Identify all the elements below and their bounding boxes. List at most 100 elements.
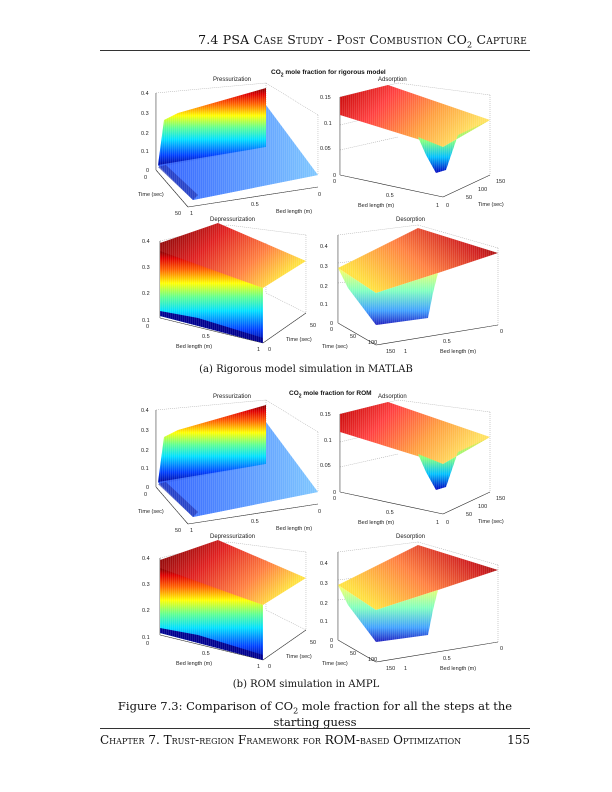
caption-prefix: Figure 7.3: Comparison of CO xyxy=(117,699,294,713)
b-tick: 0 xyxy=(318,509,321,515)
t-tick: 0 xyxy=(144,492,147,498)
z-tick: 0.1 xyxy=(324,121,332,127)
z-tick: 0.4 xyxy=(320,561,328,567)
page-number: 155 xyxy=(507,733,530,747)
b-tick: 0.5 xyxy=(202,334,210,340)
b-axis-label: Bed length (m) xyxy=(276,209,312,215)
t-tick: 50 xyxy=(466,195,472,201)
plot-title: Desorption xyxy=(396,534,425,540)
z-tick: 0.1 xyxy=(320,302,328,308)
z-tick: 0.3 xyxy=(320,581,328,587)
plot-a-adsorption: Adsorption 0.15 0.1 0.05 0 0 0.5 1 Bed l… xyxy=(318,75,508,215)
t-axis-label: Time (sec) xyxy=(286,337,312,343)
z-tick: 0.4 xyxy=(141,91,149,97)
b-tick: 1 xyxy=(190,528,193,534)
b-tick: 0 xyxy=(318,192,321,198)
head-part: - xyxy=(323,32,337,47)
b-tick: 0.5 xyxy=(386,510,394,516)
section-number: 7.4 xyxy=(198,32,219,47)
b-tick: 0 xyxy=(146,641,149,647)
z-tick: 0.1 xyxy=(142,635,150,641)
t-tick: 50 xyxy=(175,528,181,534)
plot-title: Depressurization xyxy=(210,534,255,540)
plot-title: Pressurization xyxy=(213,77,251,83)
suptitle-sub: 2 xyxy=(298,393,302,400)
z-tick: 0 xyxy=(333,490,336,496)
t-tick: 150 xyxy=(386,666,395,672)
plot-b-depressurization: Depressurization 0.4 0.3 0.2 0.1 0 0.5 1… xyxy=(138,530,323,675)
b-axis-label: Bed length (m) xyxy=(440,349,476,355)
t-tick: 100 xyxy=(368,340,377,346)
suptitle-suffix: mole fraction for rigorous model xyxy=(283,69,386,76)
b-tick: 0 xyxy=(333,496,336,502)
plot-b-adsorption: Adsorption 0.15 0.1 0.05 0 0 0.5 1 Bed l… xyxy=(318,392,508,532)
t-tick: 0 xyxy=(446,203,449,209)
z-tick: 0.3 xyxy=(141,428,149,434)
b-tick: 1 xyxy=(190,211,193,217)
t-tick: 50 xyxy=(310,323,316,329)
t-axis-label: Time (sec) xyxy=(138,192,164,198)
head-part: Capture xyxy=(476,32,527,47)
z-tick: 0 xyxy=(330,321,333,327)
subfigure-b-suptitle: CO2 mole fraction for ROM xyxy=(289,390,372,399)
b-tick: 0.5 xyxy=(443,656,451,662)
plot-b-desorption: Desorption 0.4 0.3 0.2 0.1 0 0 50 100 15… xyxy=(318,530,508,675)
z-tick: 0.3 xyxy=(142,582,150,588)
b-tick: 0 xyxy=(500,329,503,335)
caption-suffix: mole fraction for all the steps at the s… xyxy=(273,699,513,730)
z-tick: 0.3 xyxy=(320,264,328,270)
b-axis-label: Bed length (m) xyxy=(176,661,212,667)
plot-title: Adsorption xyxy=(378,394,407,400)
b-tick: 0.5 xyxy=(251,519,259,525)
suptitle-sub: 2 xyxy=(280,72,284,79)
t-tick: 150 xyxy=(386,349,395,355)
b-tick: 1 xyxy=(436,203,439,209)
z-tick: 0 xyxy=(333,173,336,179)
t-tick: 0 xyxy=(268,664,271,670)
running-foot: Chapter 7. Trust-region Framework for RO… xyxy=(100,733,530,747)
b-tick: 0.5 xyxy=(443,339,451,345)
t-tick: 100 xyxy=(478,504,487,510)
z-tick: 0.3 xyxy=(141,111,149,117)
b-axis-label: Bed length (m) xyxy=(358,520,394,526)
t-tick: 100 xyxy=(478,187,487,193)
t-axis-label: Time (sec) xyxy=(138,509,164,515)
running-head: 7.4 PSA Case Study - Post Combustion CO2… xyxy=(100,32,527,50)
b-tick: 0.5 xyxy=(386,193,394,199)
t-tick: 50 xyxy=(310,640,316,646)
head-part: CO xyxy=(442,32,468,47)
suptitle-suffix: mole fraction for ROM xyxy=(301,390,372,397)
t-tick: 50 xyxy=(175,211,181,217)
z-tick: 0.1 xyxy=(142,318,150,324)
t-tick: 150 xyxy=(496,496,505,502)
z-tick: 0.2 xyxy=(320,284,328,290)
t-tick: 100 xyxy=(368,657,377,663)
z-tick: 0.2 xyxy=(142,291,150,297)
caption-sub: 2 xyxy=(293,706,299,716)
figure-caption: Figure 7.3: Comparison of CO2 mole fract… xyxy=(100,699,530,729)
suptitle-prefix: CO xyxy=(271,69,281,76)
t-tick: 0 xyxy=(144,175,147,181)
footer-rule xyxy=(100,728,530,729)
z-tick: 0.2 xyxy=(141,131,149,137)
z-tick: 0.3 xyxy=(142,265,150,271)
plot-a-pressurization: Pressurization 0.4 0.3 0.2 0.1 0 0 50 Ti… xyxy=(138,75,323,220)
t-tick: 0 xyxy=(446,520,449,526)
header-rule xyxy=(100,50,530,51)
t-axis-label: Time (sec) xyxy=(286,654,312,660)
plot-a-desorption: Desorption 0.4 0.3 0.2 0.1 0 0 50 100 15… xyxy=(318,213,508,358)
t-tick: 0 xyxy=(330,644,333,650)
t-tick: 150 xyxy=(496,179,505,185)
head-part: Case Study xyxy=(253,32,324,47)
z-tick: 0.1 xyxy=(141,466,149,472)
b-tick: 1 xyxy=(257,664,260,670)
b-axis-label: Bed length (m) xyxy=(176,344,212,350)
plot-title: Depressurization xyxy=(210,217,255,223)
suptitle-prefix: CO xyxy=(289,390,299,397)
plot-title: Adsorption xyxy=(378,77,407,83)
z-tick: 0.4 xyxy=(142,239,150,245)
t-tick: 0 xyxy=(330,327,333,333)
b-tick: 1 xyxy=(404,349,407,355)
z-tick: 0.4 xyxy=(141,408,149,414)
t-tick: 50 xyxy=(350,651,356,657)
